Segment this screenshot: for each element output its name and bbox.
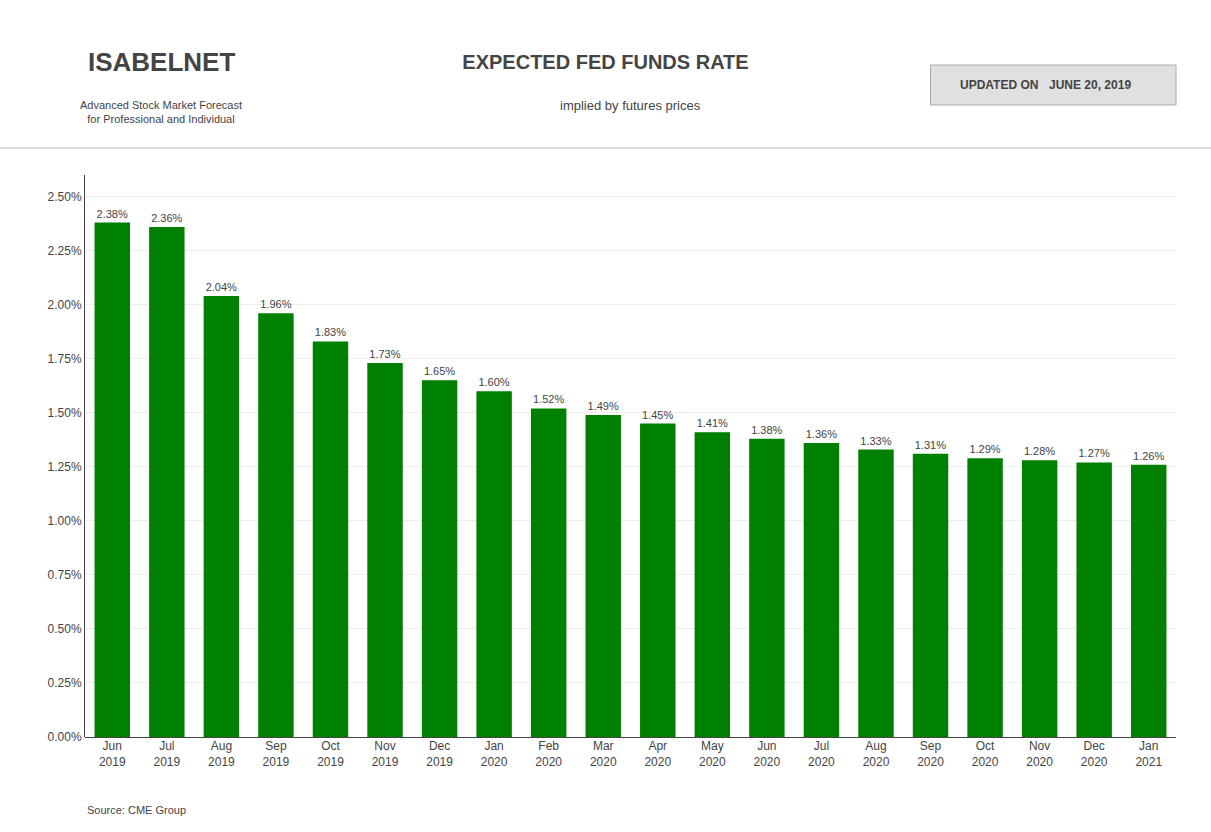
- svg-text:0.25%: 0.25%: [48, 676, 82, 690]
- svg-text:1.41%: 1.41%: [697, 417, 728, 429]
- svg-text:1.52%: 1.52%: [533, 393, 564, 405]
- svg-text:1.60%: 1.60%: [478, 376, 509, 388]
- svg-text:1.28%: 1.28%: [1024, 445, 1055, 457]
- svg-text:Jun2019: Jun2019: [99, 739, 126, 769]
- svg-text:Oct2019: Oct2019: [317, 739, 344, 769]
- svg-text:Source: CME Group: Source: CME Group: [87, 804, 186, 816]
- svg-text:JUNE 20, 2019: JUNE 20, 2019: [1049, 78, 1131, 92]
- svg-text:1.38%: 1.38%: [751, 424, 782, 436]
- svg-text:Aug2020: Aug2020: [863, 739, 890, 769]
- svg-text:1.83%: 1.83%: [315, 326, 346, 338]
- svg-text:Sep2019: Sep2019: [263, 739, 290, 769]
- svg-text:Dec2020: Dec2020: [1081, 739, 1108, 769]
- svg-text:2.36%: 2.36%: [151, 212, 182, 224]
- svg-text:1.73%: 1.73%: [369, 348, 400, 360]
- svg-text:Sep2020: Sep2020: [917, 739, 944, 769]
- svg-text:1.27%: 1.27%: [1078, 447, 1109, 459]
- svg-text:1.00%: 1.00%: [48, 514, 82, 528]
- svg-text:1.25%: 1.25%: [48, 460, 82, 474]
- svg-text:2.25%: 2.25%: [48, 244, 82, 258]
- svg-text:1.45%: 1.45%: [642, 409, 673, 421]
- svg-text:1.31%: 1.31%: [915, 439, 946, 451]
- svg-text:ISABELNET: ISABELNET: [88, 47, 235, 77]
- svg-text:Jul2019: Jul2019: [153, 739, 180, 769]
- svg-text:1.65%: 1.65%: [424, 365, 455, 377]
- svg-text:Advanced Stock Market Forecast: Advanced Stock Market Forecastfor Profes…: [80, 99, 242, 125]
- svg-text:Aug2019: Aug2019: [208, 739, 235, 769]
- svg-text:2.50%: 2.50%: [48, 190, 82, 204]
- svg-text:Dec2019: Dec2019: [426, 739, 453, 769]
- svg-text:2.04%: 2.04%: [206, 281, 237, 293]
- svg-text:1.29%: 1.29%: [969, 443, 1000, 455]
- svg-text:1.36%: 1.36%: [806, 428, 837, 440]
- svg-text:Feb2020: Feb2020: [535, 739, 562, 769]
- svg-text:May2020: May2020: [699, 739, 726, 769]
- svg-text:0.00%: 0.00%: [48, 730, 82, 744]
- svg-text:1.33%: 1.33%: [860, 435, 891, 447]
- svg-text:1.26%: 1.26%: [1133, 450, 1164, 462]
- svg-text:0.50%: 0.50%: [48, 622, 82, 636]
- svg-text:2.00%: 2.00%: [48, 298, 82, 312]
- svg-text:Jan2020: Jan2020: [481, 739, 508, 769]
- svg-text:UPDATED ON: UPDATED ON: [960, 78, 1038, 92]
- svg-text:EXPECTED FED FUNDS RATE: EXPECTED FED FUNDS RATE: [462, 51, 748, 73]
- svg-text:1.49%: 1.49%: [588, 400, 619, 412]
- svg-text:Oct2020: Oct2020: [972, 739, 999, 769]
- svg-text:Mar2020: Mar2020: [590, 739, 617, 769]
- svg-text:Jan2021: Jan2021: [1135, 739, 1162, 769]
- svg-text:implied by futures prices: implied by futures prices: [560, 98, 701, 113]
- svg-text:2.38%: 2.38%: [97, 208, 128, 220]
- svg-text:Nov2020: Nov2020: [1026, 739, 1053, 769]
- svg-text:1.96%: 1.96%: [260, 298, 291, 310]
- svg-text:0.75%: 0.75%: [48, 568, 82, 582]
- svg-text:Nov2019: Nov2019: [372, 739, 399, 769]
- svg-text:Jul2020: Jul2020: [808, 739, 835, 769]
- svg-text:Jun2020: Jun2020: [754, 739, 781, 769]
- svg-text:1.75%: 1.75%: [48, 352, 82, 366]
- svg-text:1.50%: 1.50%: [48, 406, 82, 420]
- svg-text:Apr2020: Apr2020: [644, 739, 671, 769]
